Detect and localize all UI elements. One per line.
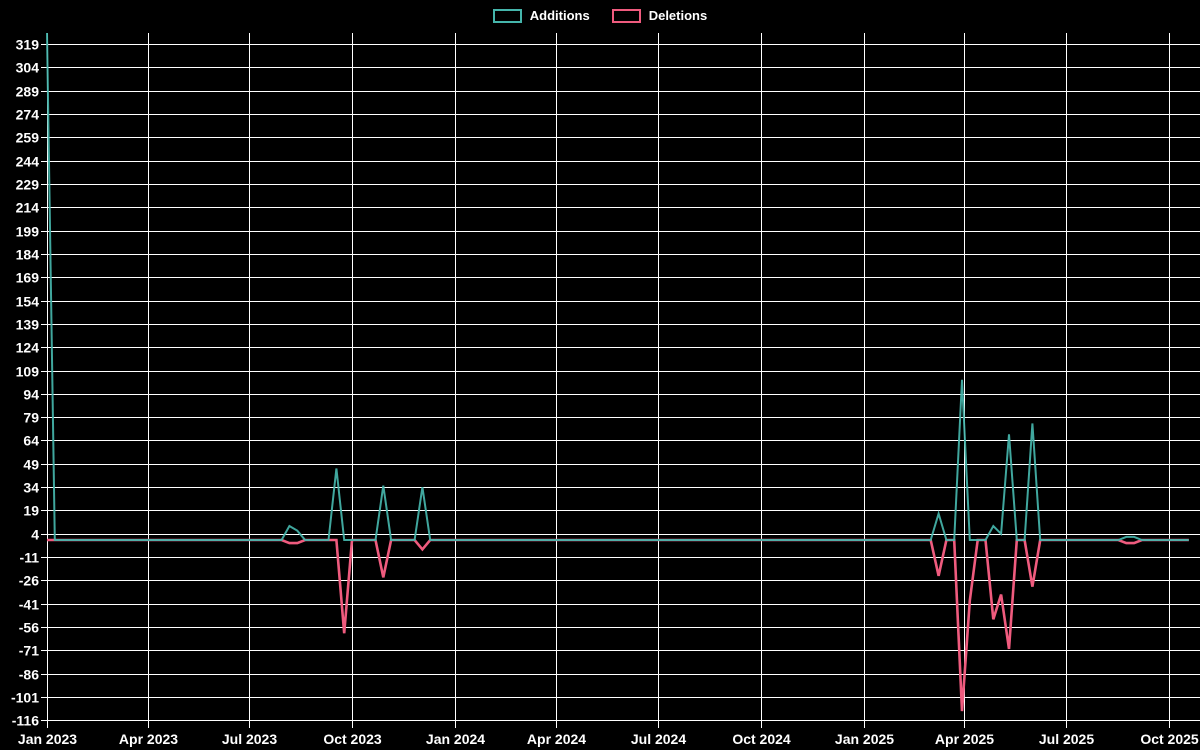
y-tick-label: 49 [23, 457, 39, 473]
chart-legend: Additions Deletions [0, 8, 1200, 23]
x-tick-label: Jul 2025 [1039, 731, 1094, 747]
y-tick-label: 184 [16, 247, 40, 263]
x-tick-label: Oct 2023 [323, 731, 382, 747]
y-tick-label: 214 [16, 200, 40, 216]
legend-deletions-label: Deletions [648, 8, 708, 23]
y-tick-label: -86 [19, 667, 39, 683]
y-tick-label: 79 [23, 410, 39, 426]
y-tick-label: 94 [23, 387, 39, 403]
y-tick-label: 169 [16, 270, 40, 286]
x-tick-label: Apr 2023 [119, 731, 178, 747]
y-tick-label: -11 [20, 550, 40, 566]
legend-additions-label: Additions [529, 8, 590, 23]
x-tick-label: Apr 2025 [935, 731, 994, 747]
x-tick-label: Jul 2024 [631, 731, 686, 747]
y-tick-label: 4 [31, 527, 39, 543]
x-tick-label: Oct 2024 [732, 731, 791, 747]
y-tick-label: 244 [16, 154, 40, 170]
x-tick-label: Oct 2025 [1140, 731, 1199, 747]
y-tick-label: 304 [16, 60, 40, 76]
y-tick-label: -101 [11, 690, 39, 706]
x-tick-label: Jan 2023 [18, 731, 77, 747]
x-tick-label: Jan 2024 [426, 731, 485, 747]
x-tick-label: Jan 2025 [835, 731, 894, 747]
y-tick-label: 19 [23, 503, 39, 519]
y-tick-label: 259 [16, 130, 40, 146]
y-tick-label: -71 [19, 643, 39, 659]
y-tick-label: -26 [19, 573, 39, 589]
legend-item-additions[interactable]: Additions [492, 8, 590, 23]
y-tick-label: 124 [16, 340, 40, 356]
y-tick-label: 289 [16, 84, 40, 100]
deletions-line [47, 538, 1189, 712]
y-tick-label: 139 [16, 317, 40, 333]
y-tick-label: 274 [16, 107, 40, 123]
y-tick-label: 34 [23, 480, 39, 496]
y-tick-label: 154 [16, 294, 40, 310]
y-grid-and-labels: 319 304 289 274 259 244 229 214 199 184 169 154 139 1… [11, 37, 1200, 729]
y-tick-label: -116 [12, 713, 39, 729]
y-tick-label: -41 [19, 597, 39, 613]
y-tick-label: 319 [16, 37, 40, 53]
legend-item-deletions[interactable]: Deletions [611, 8, 708, 23]
y-tick-label: -56 [19, 620, 39, 636]
additions-line [46, 32, 1189, 541]
y-tick-label: 229 [16, 177, 40, 193]
x-tick-label: Apr 2024 [527, 731, 586, 747]
deletions-swatch-icon [611, 8, 641, 23]
x-grid-and-labels: Jan 2023 Apr 2023 Jul 2023 Oct 2023 Jan 2024… [18, 33, 1199, 747]
y-tick-label: 199 [16, 224, 40, 240]
y-tick-label: 109 [16, 364, 40, 380]
additions-swatch-icon [492, 8, 522, 23]
x-tick-label: Jul 2023 [222, 731, 277, 747]
y-tick-label: 64 [23, 433, 39, 449]
